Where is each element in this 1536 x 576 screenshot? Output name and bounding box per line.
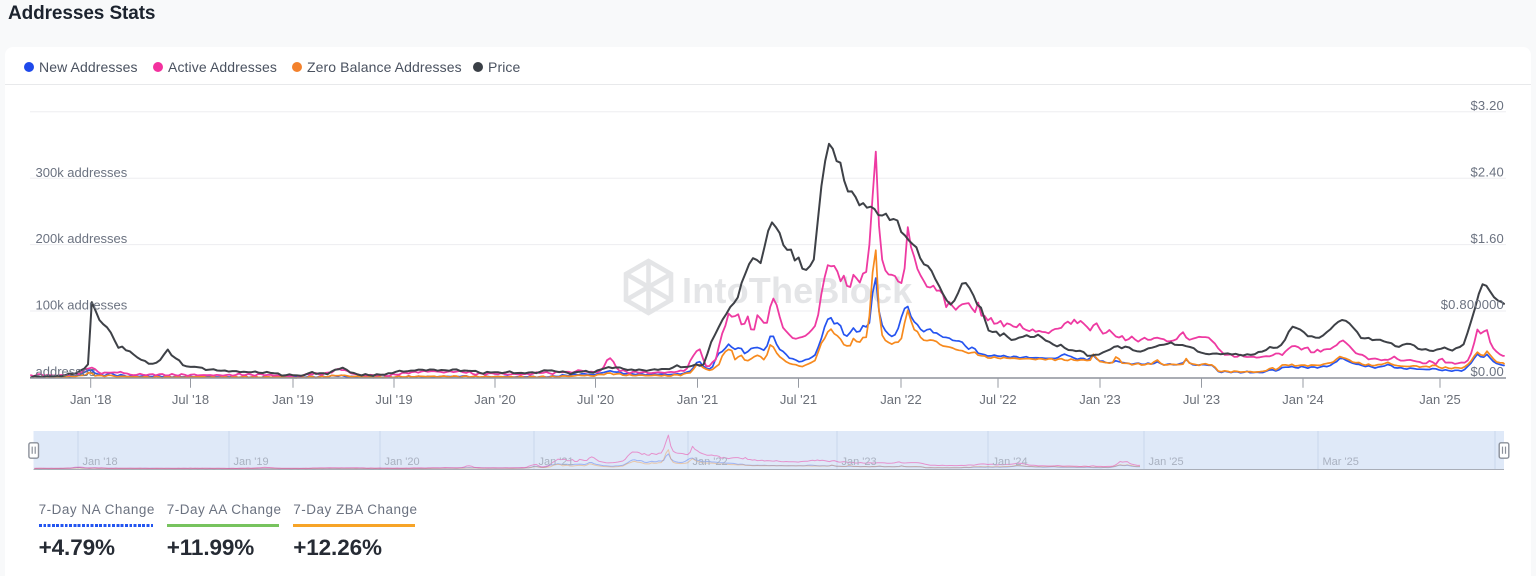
svg-text:Jan '24: Jan '24: [1282, 392, 1324, 407]
svg-text:300k addresses: 300k addresses: [36, 165, 128, 180]
svg-text:Jul '20: Jul '20: [577, 392, 614, 407]
svg-text:Jan '20: Jan '20: [385, 456, 420, 468]
svg-text:Jan '19: Jan '19: [234, 456, 269, 468]
svg-text:Jan '22: Jan '22: [693, 456, 728, 468]
svg-text:$0.800000: $0.800000: [1441, 297, 1504, 312]
svg-text:Mar '25: Mar '25: [1323, 456, 1359, 468]
svg-text:Jul '23: Jul '23: [1183, 392, 1220, 407]
svg-text:$1.60: $1.60: [1470, 231, 1504, 246]
svg-text:100k addresses: 100k addresses: [36, 298, 128, 313]
svg-text:Jul '19: Jul '19: [375, 392, 412, 407]
svg-text:Jan '18: Jan '18: [70, 392, 112, 407]
svg-text:Jul '22: Jul '22: [979, 392, 1016, 407]
svg-text:addresses: addresses: [36, 364, 96, 379]
svg-text:200k addresses: 200k addresses: [36, 231, 128, 246]
svg-text:Jan '25: Jan '25: [1419, 392, 1461, 407]
svg-text:Jan '23: Jan '23: [842, 456, 877, 468]
svg-text:Jan '21: Jan '21: [539, 456, 574, 468]
svg-text:$3.20: $3.20: [1470, 98, 1504, 113]
svg-text:Jan '24: Jan '24: [993, 456, 1028, 468]
svg-text:Jan '18: Jan '18: [83, 456, 118, 468]
svg-text:Jan '25: Jan '25: [1149, 456, 1184, 468]
svg-text:Jan '20: Jan '20: [474, 392, 516, 407]
svg-text:Jul '18: Jul '18: [172, 392, 209, 407]
svg-text:Jan '19: Jan '19: [272, 392, 314, 407]
svg-text:IntoTheBlock: IntoTheBlock: [682, 270, 913, 311]
svg-text:Jul '21: Jul '21: [780, 392, 817, 407]
svg-text:$2.40: $2.40: [1470, 164, 1504, 179]
svg-text:Jan '21: Jan '21: [677, 392, 719, 407]
svg-text:$0.00: $0.00: [1470, 364, 1504, 379]
svg-text:Jan '22: Jan '22: [880, 392, 922, 407]
svg-text:Jan '23: Jan '23: [1079, 392, 1121, 407]
